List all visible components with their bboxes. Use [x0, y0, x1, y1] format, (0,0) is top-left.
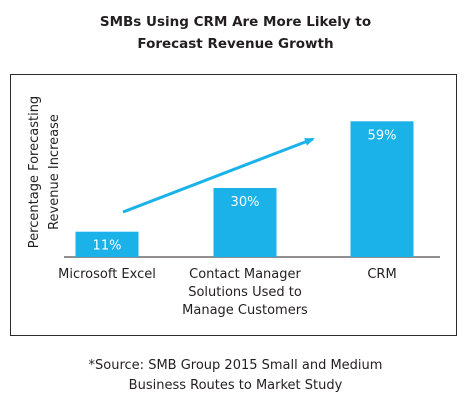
chart-title-line-2: Forecast Revenue Growth [137, 36, 334, 52]
x-axis-tick-label: Microsoft Excel [58, 267, 156, 282]
x-axis-tick-label: Contact Manager [189, 267, 301, 282]
x-axis-tick-label: Manage Customers [182, 303, 308, 318]
bar [350, 121, 414, 257]
x-axis-tick-label: Solutions Used to [188, 285, 302, 300]
y-axis-label-line: Revenue Increase [47, 114, 62, 230]
bar-data-label: 30% [231, 195, 260, 210]
source-footnote-line-1: *Source: SMB Group 2015 Small and Medium [88, 358, 383, 373]
bars-group: 11% 30% 59% [75, 121, 414, 257]
y-axis-label: Percentage Forecasting Revenue Increase [27, 96, 62, 248]
y-axis-label-line: Percentage Forecasting [27, 96, 42, 248]
x-axis-labels: Microsoft Excel Contact Manager Solutions … [58, 267, 397, 318]
trend-arrow [122, 137, 315, 214]
bar [75, 231, 139, 257]
bar-data-label: 59% [368, 128, 397, 143]
bar [213, 188, 277, 257]
x-axis-tick-label: CRM [367, 267, 396, 282]
bar-data-label: 11% [93, 239, 122, 254]
chart-frame [10, 74, 457, 336]
source-footnote-line-2: Business Routes to Market Study [128, 378, 343, 393]
chart-title-line-1: SMBs Using CRM Are More Likely to [99, 14, 372, 30]
